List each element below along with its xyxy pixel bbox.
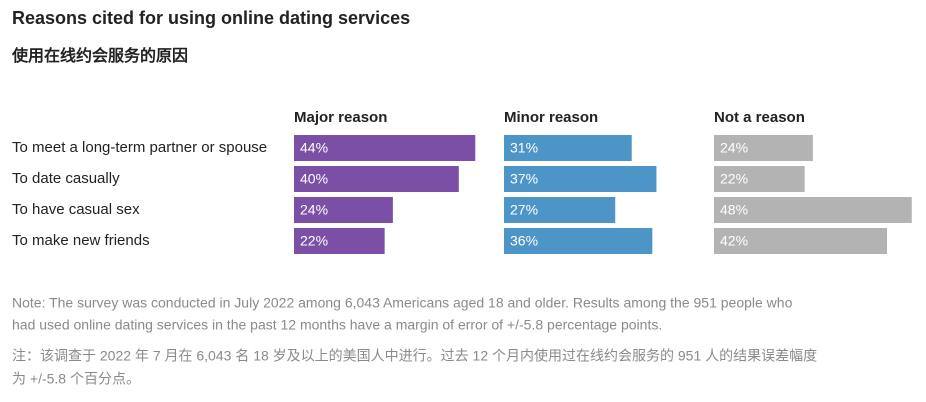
legend-entry: Major reason	[294, 109, 387, 126]
bar	[504, 228, 653, 254]
legend-entry: Not a reason	[714, 109, 805, 126]
bar	[294, 197, 393, 223]
bar	[294, 166, 459, 192]
bar	[714, 135, 813, 161]
note: 注：该调查于 2022 年 7 月在 6,043 名 18 岁及以上的美国人中进…	[12, 348, 817, 364]
chart-subtitle: 使用在线约会服务的原因	[11, 46, 188, 65]
value-label: 37%	[510, 171, 538, 187]
value-label: 42%	[720, 233, 748, 249]
category-label: To meet a long-term partner or spouse	[12, 139, 267, 156]
value-label: 48%	[720, 202, 748, 218]
value-label: 44%	[300, 140, 328, 156]
legend-entry: Minor reason	[504, 109, 598, 126]
bar	[714, 228, 888, 254]
bar	[504, 135, 632, 161]
note: 为 +/-5.8 个百分点。	[12, 371, 140, 387]
bar	[294, 135, 476, 161]
chart-title: Reasons cited for using online dating se…	[12, 8, 410, 28]
category-label: To have casual sex	[12, 201, 140, 218]
value-label: 24%	[300, 202, 328, 218]
value-label: 22%	[300, 233, 328, 249]
value-label: 27%	[510, 202, 538, 218]
value-label: 24%	[720, 140, 748, 156]
value-label: 31%	[510, 140, 538, 156]
bar	[294, 228, 385, 254]
bar	[714, 197, 912, 223]
note: Note: The survey was conducted in July 2…	[12, 295, 793, 311]
value-label: 40%	[300, 171, 328, 187]
value-label: 36%	[510, 233, 538, 249]
bar	[504, 166, 657, 192]
note: had used online dating services in the p…	[12, 317, 662, 333]
value-label: 22%	[720, 171, 748, 187]
bar	[504, 197, 616, 223]
bar	[714, 166, 805, 192]
category-label: To date casually	[12, 170, 120, 187]
category-label: To make new friends	[12, 232, 150, 249]
